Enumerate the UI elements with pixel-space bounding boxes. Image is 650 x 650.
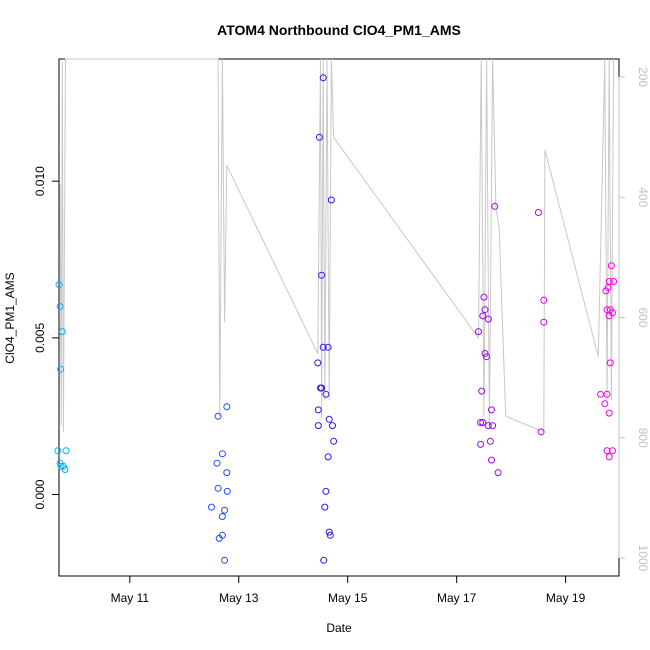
data-point [221, 506, 229, 514]
data-point [540, 296, 548, 304]
data-point [324, 343, 332, 351]
data-point [603, 390, 611, 398]
data-point [61, 466, 69, 473]
data-point [488, 406, 495, 414]
data-point [484, 315, 492, 323]
data-point [601, 400, 609, 408]
right-tick-label: 1000 [636, 545, 650, 572]
data-point [607, 262, 615, 270]
data-point [55, 281, 63, 289]
y-tick-label: 0.000 [33, 479, 47, 509]
data-point [321, 503, 329, 511]
data-point [605, 278, 613, 285]
data-point [214, 412, 222, 420]
y-axis-label: ClO4_PM1_AMS [3, 272, 17, 363]
data-point [329, 422, 336, 430]
altitude-profile [59, 58, 615, 433]
data-point [481, 306, 489, 314]
x-axis-label: Date [326, 621, 352, 635]
plot-frame [58, 58, 620, 577]
data-point [62, 447, 70, 455]
data-point [488, 456, 495, 464]
data-point [314, 406, 322, 414]
data-point [479, 312, 487, 320]
data-point [325, 528, 333, 536]
data-point [208, 503, 215, 511]
data-point [218, 513, 226, 520]
data-point [477, 419, 485, 426]
data-point [540, 318, 548, 326]
data-point [534, 209, 542, 216]
right-tick-label: 800 [636, 428, 650, 448]
data-point [483, 353, 491, 361]
data-point [609, 447, 616, 455]
data-point [489, 422, 497, 430]
data-point [597, 390, 604, 398]
data-point [223, 469, 231, 477]
data-point [57, 365, 65, 373]
data-point [221, 556, 229, 564]
data-point [478, 387, 486, 395]
data-point [314, 422, 322, 430]
altitude-profile-line [59, 58, 615, 433]
right-tick-label: 600 [636, 307, 650, 327]
x-tick-label: May 15 [328, 591, 368, 605]
data-point [223, 403, 231, 411]
data-point [218, 450, 226, 458]
data-point [319, 343, 327, 351]
data-point [322, 487, 330, 495]
x-tick-label: May 19 [546, 591, 586, 605]
data-point [327, 196, 335, 204]
data-point [214, 484, 222, 492]
data-point [484, 422, 492, 430]
right-tick-label: 400 [636, 187, 650, 207]
data-point [475, 328, 482, 336]
y-tick-label: 0.010 [33, 166, 47, 196]
data-point [494, 469, 502, 477]
data-point [318, 271, 326, 279]
data-point [322, 390, 330, 398]
data-point [326, 531, 334, 539]
y-tick-label: 0.005 [33, 323, 47, 353]
data-points [54, 74, 618, 564]
data-point [314, 359, 322, 367]
data-point [480, 293, 488, 301]
data-point [315, 133, 323, 141]
data-point [58, 328, 66, 336]
data-point [603, 306, 611, 314]
data-point [537, 428, 545, 436]
data-point [56, 303, 64, 310]
data-point [324, 453, 332, 461]
data-point [330, 437, 338, 445]
data-point [319, 74, 327, 82]
data-point [606, 359, 614, 367]
data-point [605, 409, 613, 417]
right-tick-label: 200 [636, 67, 650, 87]
x-tick-label: May 17 [437, 591, 477, 605]
data-point [54, 447, 62, 455]
data-point [320, 556, 328, 564]
data-point [605, 312, 613, 320]
x-tick-label: May 13 [219, 591, 259, 605]
data-point [605, 453, 613, 461]
data-point [325, 415, 333, 423]
data-point [610, 278, 618, 285]
data-point [223, 487, 231, 495]
data-point [215, 534, 223, 542]
right-axis: 200 400 600 800 1000 [618, 67, 650, 572]
data-point [479, 419, 487, 426]
data-point [486, 437, 494, 445]
data-point [477, 440, 485, 448]
data-point [491, 202, 499, 210]
y-axis: 0.000 0.005 0.010 [33, 166, 59, 510]
data-point [213, 459, 221, 467]
chart-title: ATOM4 Northbound ClO4_PM1_AMS [217, 22, 461, 38]
x-axis: May 11 May 13 May 15 May 17 May 19 [111, 576, 586, 605]
data-point [318, 384, 326, 392]
x-tick-label: May 11 [111, 591, 150, 605]
